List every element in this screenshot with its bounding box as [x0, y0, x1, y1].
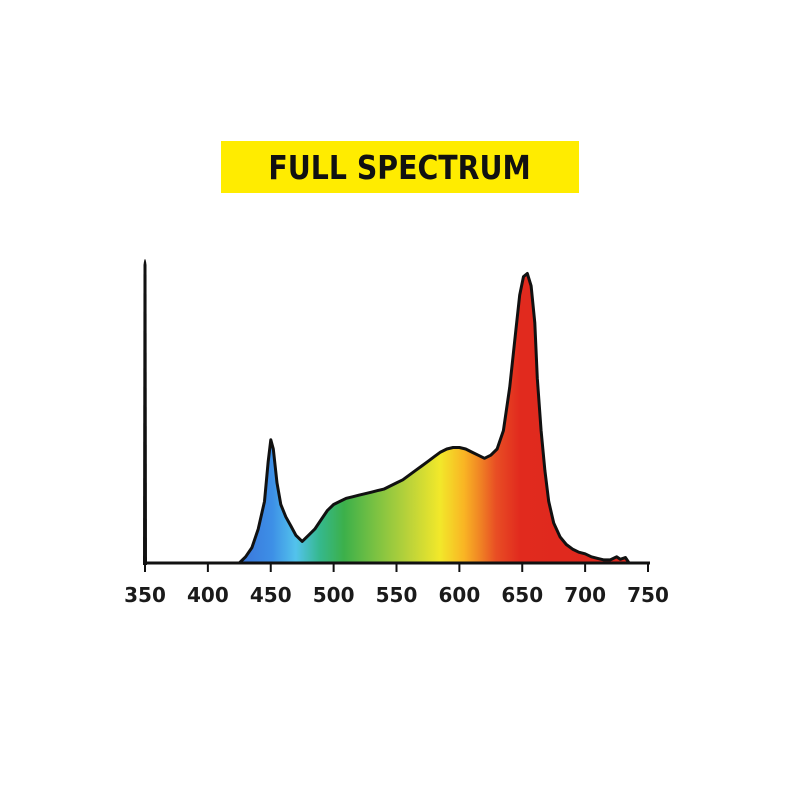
- x-tick-label: 700: [564, 583, 606, 607]
- x-tick-label: 600: [439, 583, 481, 607]
- x-tick-label: 450: [250, 583, 292, 607]
- x-tick-label: 400: [187, 583, 229, 607]
- y-axis-line: [143, 259, 147, 565]
- x-tick-label: 650: [501, 583, 543, 607]
- chart-title: FULL SPECTRUM: [268, 147, 532, 187]
- x-tick-label: 750: [627, 583, 669, 607]
- x-tick-label: 350: [124, 583, 166, 607]
- title-banner: FULL SPECTRUM: [221, 141, 579, 193]
- spectrum-area: [237, 272, 631, 565]
- x-tick-label: 550: [376, 583, 418, 607]
- x-tick-label: 500: [313, 583, 355, 607]
